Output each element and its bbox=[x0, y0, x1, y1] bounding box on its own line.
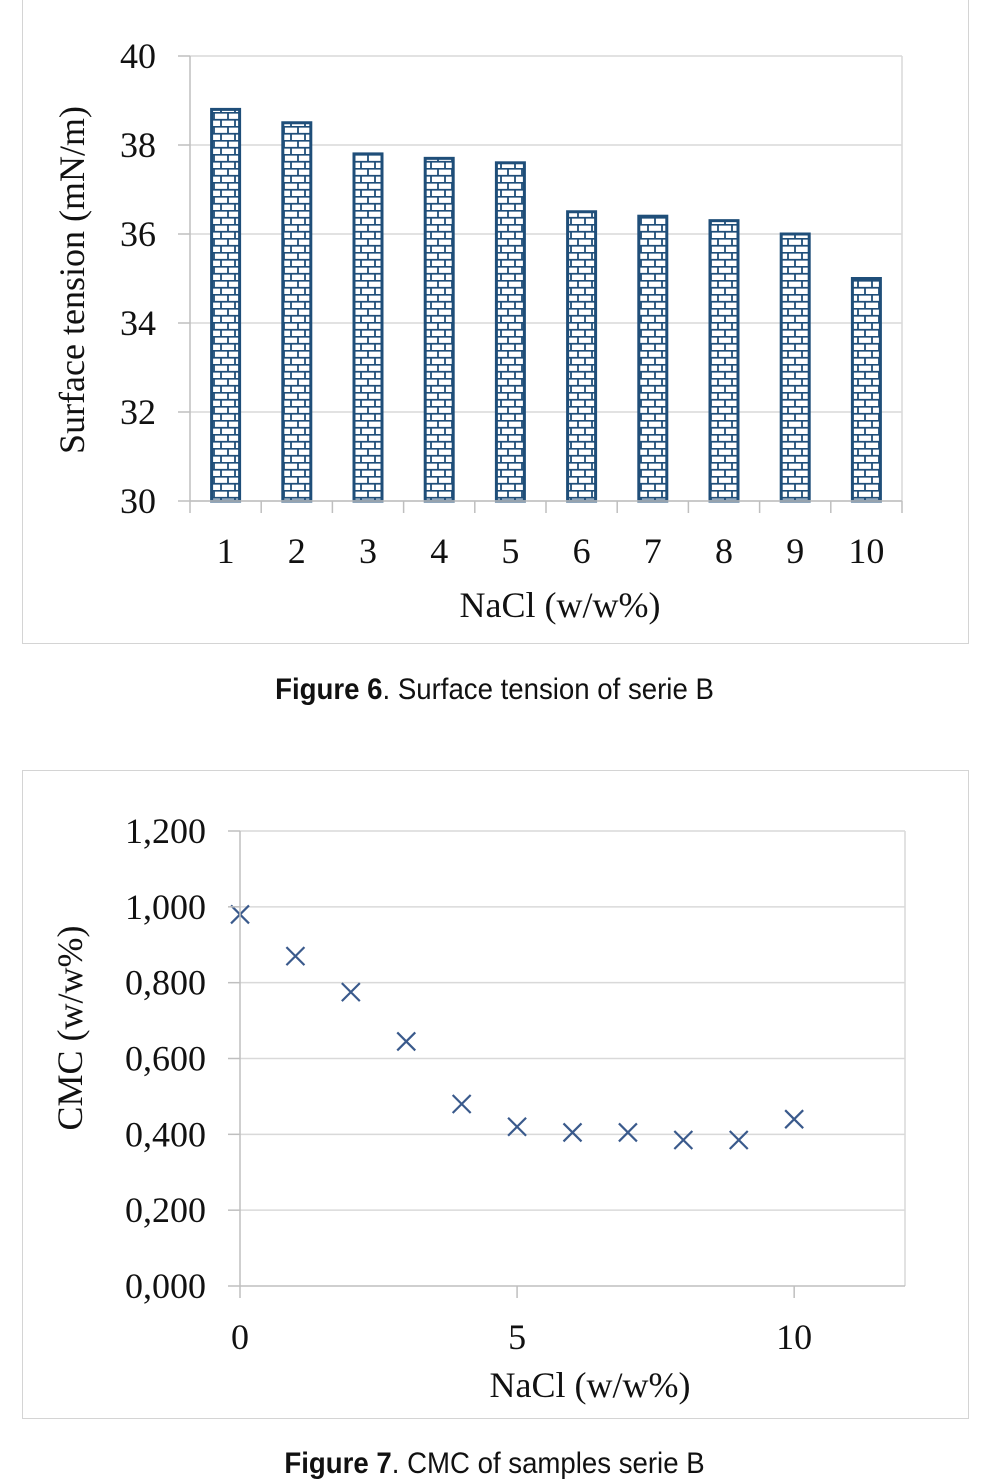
fig6-bar bbox=[566, 210, 598, 503]
fig7-x-tick-label: 0 bbox=[231, 1317, 249, 1357]
fig7-y-tick-label: 0,000 bbox=[125, 1266, 206, 1306]
fig6-y-axis-label: Surface tension (mN/m) bbox=[52, 106, 92, 454]
fig7-data-point bbox=[396, 1031, 417, 1052]
fig7-y-tick-label: 0,600 bbox=[125, 1039, 206, 1079]
fig7-y-axis-label: CMC (w/w%) bbox=[50, 926, 90, 1131]
figure-6-caption-text: . Surface tension of serie B bbox=[382, 673, 714, 706]
fig7-data-point bbox=[451, 1094, 472, 1114]
fig6-x-tick-label: 9 bbox=[786, 531, 804, 571]
fig6-x-tick-label: 8 bbox=[715, 531, 733, 571]
fig6-x-tick-label: 3 bbox=[359, 531, 377, 571]
fig7-data-point bbox=[618, 1122, 638, 1143]
fig6-x-tick-label: 6 bbox=[573, 531, 591, 571]
fig6-y-tick-label: 32 bbox=[120, 392, 156, 432]
fig7-x-tick-label: 10 bbox=[776, 1317, 812, 1357]
fig6-bar bbox=[779, 232, 811, 503]
fig6-y-tick-label: 30 bbox=[120, 481, 156, 521]
fig6-x-axis-label: NaCl (w/w%) bbox=[460, 585, 661, 625]
fig6-x-tick-label: 4 bbox=[430, 531, 448, 571]
fig7-y-tick-label: 0,200 bbox=[125, 1190, 206, 1230]
fig7-y-tick-label: 0,800 bbox=[125, 963, 206, 1003]
fig6-bar bbox=[352, 152, 384, 503]
fig7-data-point bbox=[562, 1122, 583, 1143]
fig6-x-tick-label: 7 bbox=[644, 531, 662, 571]
cmc-scatter-chart: 0,000 0,200 0,400 0,600 0,800 1,000 1,200 0 5 10… bbox=[50, 811, 906, 1405]
fig6-x-tick-label: 2 bbox=[288, 531, 306, 571]
fig7-y-tick-label: 0,400 bbox=[125, 1114, 206, 1154]
fig6-bar bbox=[494, 161, 526, 503]
fig7-y-tick-label: 1,000 bbox=[125, 887, 206, 927]
fig6-bar bbox=[708, 219, 740, 503]
fig6-y-tick-label: 38 bbox=[120, 125, 156, 165]
fig7-data-point bbox=[728, 1130, 749, 1150]
fig6-bar bbox=[210, 107, 242, 503]
figure-6-caption: Figure 6. Surface tension of serie B bbox=[40, 673, 950, 707]
fig7-data-point bbox=[285, 946, 306, 966]
fig6-y-tick-label: 34 bbox=[120, 303, 156, 343]
fig7-x-axis-label: NaCl (w/w%) bbox=[490, 1365, 691, 1405]
fig7-data-point bbox=[673, 1130, 694, 1150]
fig6-bar bbox=[850, 277, 882, 503]
fig7-y-tick-label: 1,200 bbox=[125, 811, 206, 851]
fig7-x-tick-label: 5 bbox=[508, 1317, 526, 1357]
figure-7-caption-text: . CMC of samples serie B bbox=[391, 1447, 705, 1480]
fig7-data-point bbox=[341, 982, 361, 1002]
fig6-x-tick-label: 5 bbox=[501, 531, 519, 571]
fig6-bar bbox=[281, 121, 313, 503]
figure-7-caption-label: Figure 7 bbox=[284, 1447, 392, 1480]
fig7-data-point bbox=[507, 1116, 527, 1137]
fig6-x-tick-label: 1 bbox=[217, 531, 235, 571]
figure-7-frame bbox=[22, 770, 969, 1419]
fig6-y-tick-label: 36 bbox=[120, 214, 156, 254]
figure-7-caption: Figure 7. CMC of samples serie B bbox=[40, 1447, 950, 1481]
figure-6-caption-label: Figure 6 bbox=[275, 673, 383, 706]
fig6-x-tick-label: 10 bbox=[848, 531, 884, 571]
fig6-bar bbox=[637, 214, 669, 503]
fig6-y-tick-label: 40 bbox=[120, 36, 156, 76]
fig6-bar bbox=[423, 156, 455, 503]
fig7-data-point bbox=[784, 1109, 804, 1129]
